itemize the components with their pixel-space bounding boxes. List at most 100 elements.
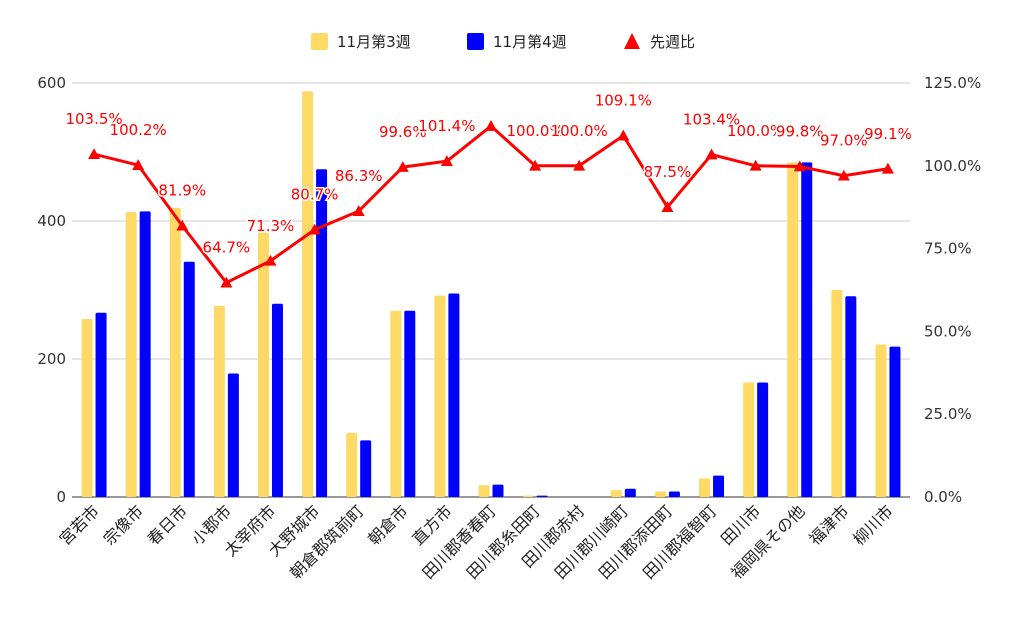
right-tick-label: 0.0% (924, 488, 962, 506)
bar-week3 (522, 495, 534, 497)
bar-week4 (668, 491, 680, 497)
ratio-data-label: 99.8% (776, 122, 824, 140)
ratio-line (93, 124, 889, 285)
legend-label: 先週比 (650, 33, 695, 51)
legend-label: 11月第4週 (493, 33, 567, 51)
bar-series (81, 91, 901, 498)
bar-week4 (360, 440, 372, 497)
left-tick-label: 200 (37, 350, 66, 368)
bar-week3 (346, 432, 358, 497)
ratio-marker (749, 159, 762, 171)
ratio-data-label: 81.9% (158, 182, 206, 200)
ratio-data-label: 100.0% (551, 122, 608, 140)
bar-week3 (610, 490, 622, 497)
ratio-data-label: 100.0% (507, 122, 564, 140)
ratio-marker (661, 201, 674, 212)
category-label: 朝倉市 (364, 501, 411, 548)
bar-week3 (434, 295, 446, 497)
ratio-data-label: 99.1% (864, 125, 912, 143)
line-labels: 103.5%100.2% 81.9% 64.7% 71.3% 80.7%86.3% 99.… (64, 90, 913, 258)
ratio-marker (176, 219, 189, 231)
ratio-data-label: 64.7% (203, 239, 251, 257)
ratio-data-label: 99.6% (379, 123, 427, 141)
category-labels: 宮若市宗像市春日市小郡市太宰府市大野城市朝倉郡筑前町朝倉市直方市田川郡香春町田川… (55, 501, 896, 582)
bar-week3 (257, 232, 269, 498)
category-label: 春日市 (144, 501, 191, 548)
ratio-data-label: 86.3% (335, 167, 383, 185)
ratio-marker (837, 169, 850, 181)
bar-week3 (875, 344, 887, 497)
ratio-marker (573, 159, 586, 171)
ratio-marker (132, 159, 145, 170)
right-tick-label: 50.0% (924, 322, 972, 340)
ratio-marker (396, 161, 409, 172)
ratio-data-label: 103.4% (683, 111, 740, 129)
category-label: 宮若市 (55, 501, 102, 548)
legend-label: 11月第3週 (337, 33, 411, 51)
ratio-marker (264, 254, 277, 266)
ratio-data-label: 101.4% (418, 117, 475, 135)
bar-week4 (801, 162, 813, 497)
ratio-marker (617, 129, 630, 141)
right-axis: 0.0% 25.0% 50.0% 75.0% 100.0% 125.0% (924, 74, 981, 506)
category-label: 福津市 (805, 501, 852, 548)
right-tick-label: 100.0% (924, 157, 981, 175)
bar-week3 (169, 207, 181, 497)
ratio-data-label: 103.5% (65, 110, 122, 128)
legend-swatch-week4 (467, 33, 484, 50)
ratio-marker (220, 276, 233, 288)
bar-week4 (492, 484, 504, 497)
bar-week3 (831, 290, 843, 497)
bar-week4 (139, 211, 151, 497)
bar-week4 (713, 475, 725, 497)
bar-week3 (699, 478, 711, 497)
bar-week3 (654, 491, 666, 497)
left-tick-label: 600 (37, 74, 66, 92)
left-tick-label: 0 (56, 488, 66, 506)
bar-week3 (302, 91, 314, 497)
bar-week4 (271, 303, 283, 497)
bar-week3 (787, 162, 799, 497)
right-tick-label: 25.0% (924, 405, 972, 423)
gridlines (72, 82, 910, 498)
left-axis: 0 200 400 600 (37, 74, 66, 506)
bar-week3 (743, 382, 755, 497)
bar-week4 (448, 293, 460, 497)
ratio-data-label: 100.2% (110, 121, 167, 139)
bar-week4 (404, 310, 416, 497)
bar-week4 (624, 488, 636, 497)
ratio-data-label: 109.1% (595, 92, 652, 110)
ratio-marker (881, 162, 894, 174)
bar-week3 (213, 305, 225, 497)
bar-week4 (316, 169, 328, 497)
bar-week4 (757, 382, 769, 497)
ratio-data-label: 97.0% (820, 132, 868, 150)
category-label: 柳川市 (849, 501, 896, 548)
bar-week4 (183, 261, 195, 497)
bar-week3 (81, 318, 93, 497)
bar-week4 (95, 312, 107, 497)
right-tick-label: 75.0% (924, 240, 972, 258)
ratio-marker (529, 159, 542, 171)
ratio-data-label: 87.5% (644, 163, 692, 181)
bar-week4 (845, 296, 857, 497)
bar-week4 (889, 346, 901, 497)
bar-week4 (227, 373, 239, 497)
ratio-data-label: 71.3% (247, 217, 295, 235)
chart-legend: 11月第3週 11月第4週 先週比 (311, 33, 695, 51)
legend-swatch-week3 (311, 33, 328, 50)
ratio-data-label: 80.7% (291, 186, 339, 204)
category-label: 宗像市 (100, 501, 147, 548)
ratio-marker (485, 120, 497, 131)
left-tick-label: 400 (37, 212, 66, 230)
ratio-marker (793, 160, 806, 172)
ratio-marker (352, 205, 365, 216)
ratio-marker (705, 148, 718, 160)
right-tick-label: 125.0% (924, 74, 981, 92)
bar-week4 (536, 495, 548, 497)
bar-week3 (478, 485, 490, 497)
line-series (88, 120, 894, 288)
ratio-data-label: 100.0% (727, 122, 784, 140)
ratio-marker (308, 223, 321, 235)
